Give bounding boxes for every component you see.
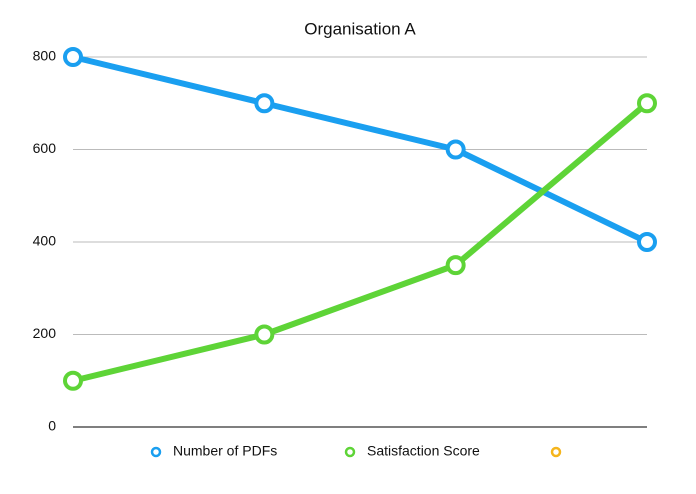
legend-marker: [344, 446, 356, 458]
chart-title: Organisation A: [304, 19, 416, 38]
point-marker: [254, 93, 275, 114]
point-marker: [63, 370, 83, 391]
point-marker: [637, 232, 657, 252]
legend-label: Number of PDFs: [173, 443, 277, 459]
point-marker: [445, 255, 466, 276]
point-marker: [63, 47, 83, 67]
y-tick-label: 400: [33, 233, 57, 249]
legend-label: Satisfaction Score: [367, 443, 480, 459]
point-marker: [637, 93, 657, 114]
point-marker: [445, 139, 466, 160]
point-marker: [254, 324, 275, 345]
legend-marker: [150, 446, 162, 458]
y-tick-label: 800: [33, 48, 57, 64]
y-tick-label: 200: [33, 325, 57, 341]
legend-marker: [550, 446, 562, 458]
y-tick-label: 600: [33, 140, 57, 156]
series-line: [72, 54, 649, 245]
y-tick-label: 0: [48, 418, 56, 434]
series-line: [72, 100, 649, 384]
